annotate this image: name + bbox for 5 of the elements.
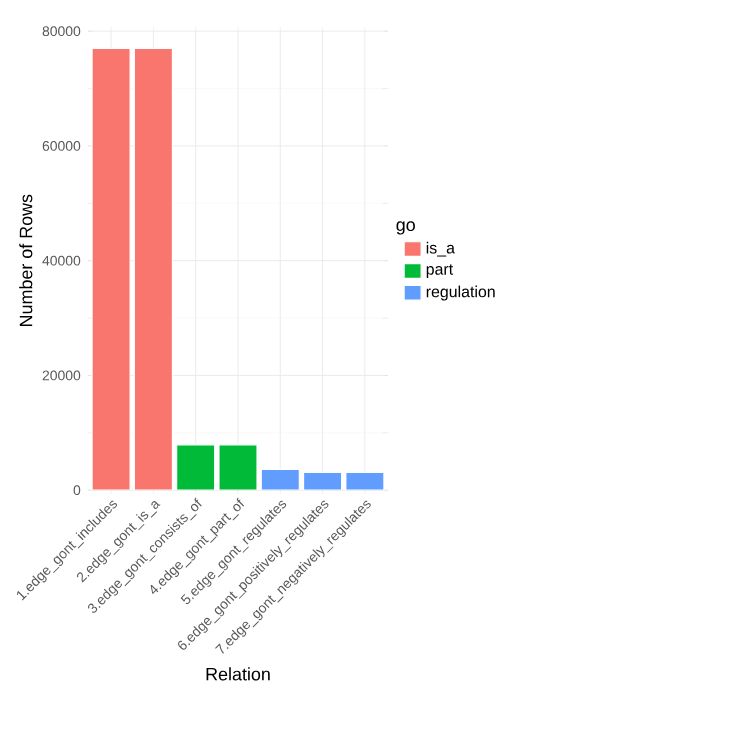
x-axis-title: Relation — [206, 667, 271, 681]
bar — [91, 47, 132, 491]
bar — [134, 47, 174, 491]
legend-title: go — [396, 221, 416, 235]
y-axis-title: Number of Rows — [19, 194, 33, 326]
